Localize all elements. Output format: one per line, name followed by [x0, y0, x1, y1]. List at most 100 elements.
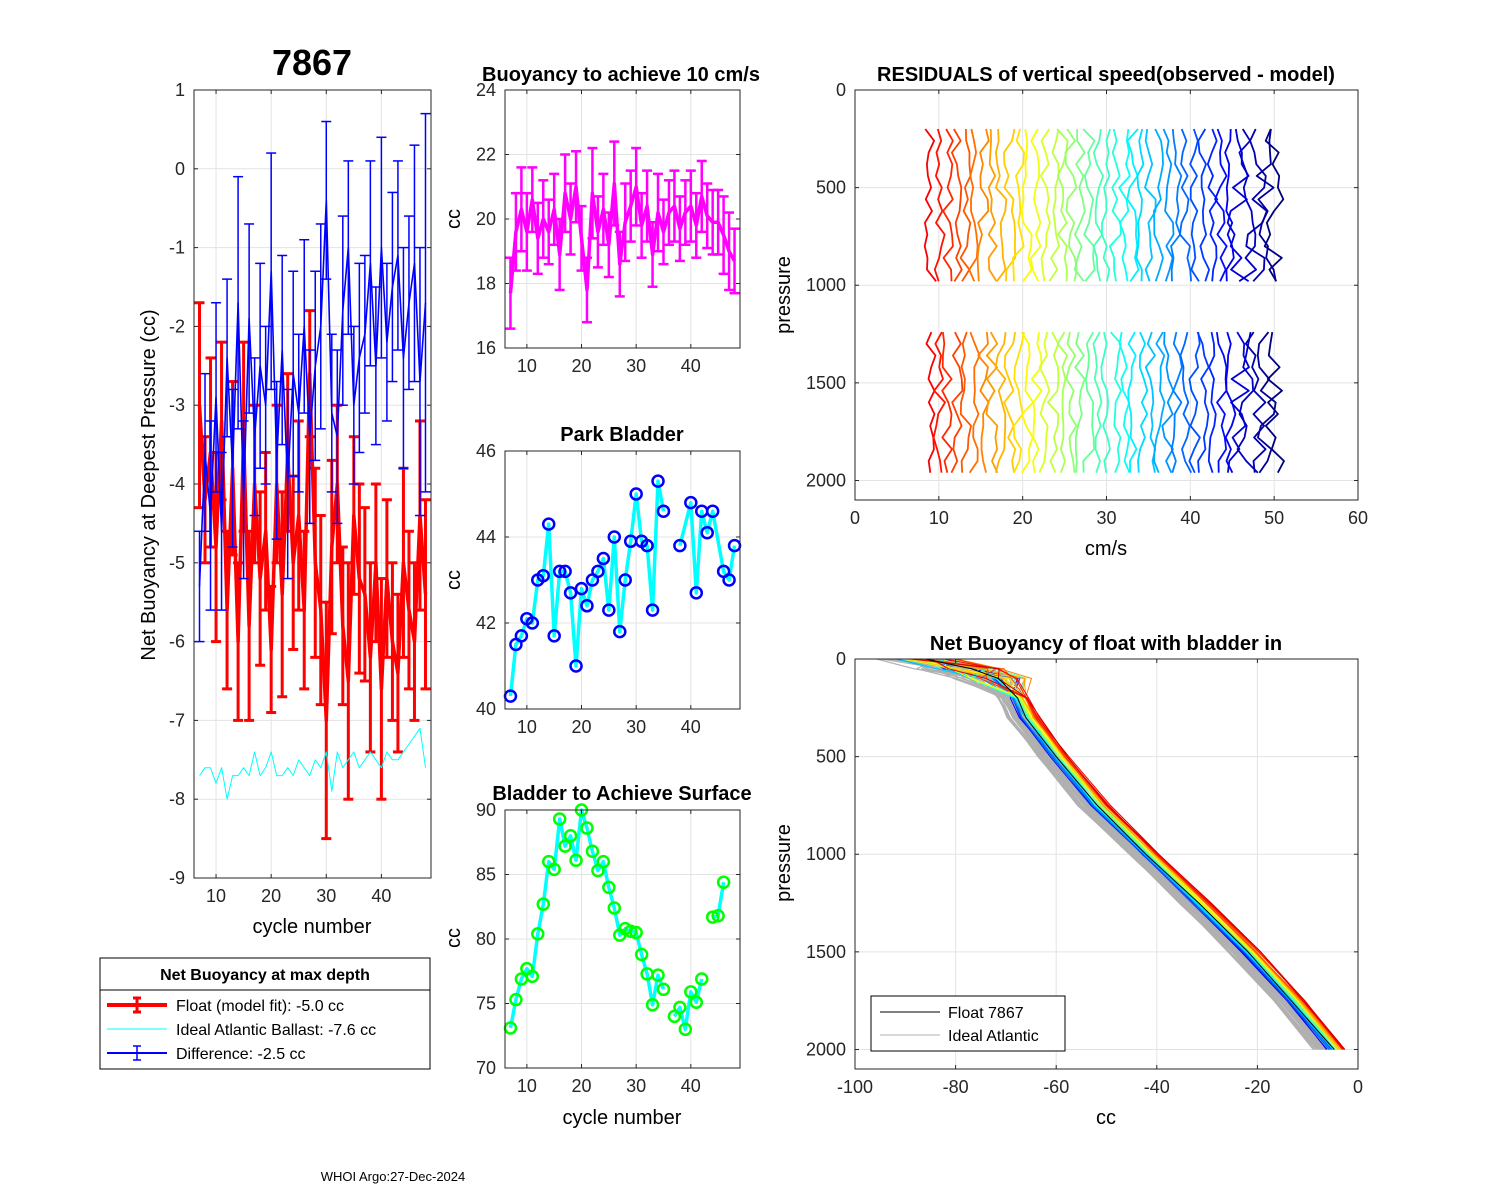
park-bladder-marker — [552, 564, 567, 579]
park-bladder-marker — [558, 564, 572, 579]
park-bladder-marker — [541, 517, 556, 531]
grid — [855, 90, 1358, 500]
residual-profile — [1020, 128, 1033, 282]
residual-profile — [951, 128, 963, 282]
bladder-surface-marker — [509, 992, 523, 1007]
x-tick-label: -40 — [1144, 1077, 1170, 1097]
y-tick-label: -5 — [169, 553, 185, 573]
residual-profile — [1206, 128, 1219, 282]
park-bladder-line — [508, 479, 737, 697]
residual-profile — [1214, 128, 1228, 282]
y-tick-label: 24 — [476, 80, 496, 100]
profile-layer — [876, 659, 1346, 1050]
y-tick-label: 85 — [476, 865, 496, 885]
float-profile — [911, 659, 1346, 1050]
bladder-surface-marker — [607, 901, 622, 915]
bladder-surface-marker — [623, 924, 638, 939]
y-tick-label: 1000 — [806, 844, 846, 864]
y-tick-label: 1000 — [806, 275, 846, 295]
y-tick-label: 2000 — [806, 470, 846, 490]
buoyancy-10cms-ylabel: cc — [443, 209, 465, 229]
x-tick-label: 20 — [571, 356, 591, 376]
residual-profile — [1056, 331, 1068, 474]
bladder-surface-marker — [536, 897, 551, 911]
bladder-surface-ylabel: cc — [443, 928, 465, 948]
residual-profile — [1135, 128, 1145, 282]
bladder-surface-marker — [569, 853, 583, 868]
park-bladder-marker — [547, 629, 561, 643]
x-tick-label: -80 — [943, 1077, 969, 1097]
residual-profile — [1030, 128, 1042, 282]
park-bladder-marker — [596, 551, 611, 566]
park-bladder-title: Park Bladder — [560, 424, 684, 446]
y-tick-label: 1500 — [806, 373, 846, 393]
bladder-surface-marker — [547, 862, 561, 877]
residual-profiles — [923, 128, 1285, 474]
y-tick-label: -8 — [169, 789, 185, 809]
bladder-surface-title: Bladder to Achieve Surface — [492, 783, 751, 805]
y-tick-label: 2000 — [806, 1039, 846, 1059]
legend-title: Net Buoyancy at max depth — [160, 967, 370, 984]
bladder-surface-marker — [684, 985, 698, 999]
park-bladder-marker — [525, 616, 540, 630]
y-tick-label: 46 — [476, 441, 496, 461]
park-bladder-marker — [618, 573, 632, 587]
float-profile — [924, 659, 1344, 1050]
net-buoyancy-profile-title: Net Buoyancy of float with bladder in — [930, 633, 1282, 655]
residual-profile — [995, 128, 1008, 282]
grid — [505, 810, 740, 1068]
residual-profile — [959, 128, 972, 282]
residual-profile — [987, 128, 998, 282]
x-tick-label: 0 — [1353, 1077, 1363, 1097]
x-tick-label: 10 — [517, 1076, 537, 1096]
bladder-surface-marker — [585, 844, 600, 859]
residual-profile — [1153, 128, 1164, 282]
residuals-title: RESIDUALS of vertical speed(observed - m… — [877, 64, 1335, 86]
legend-float-label: Float (model fit): -5.0 cc — [176, 998, 344, 1015]
legend-float-7867: Float 7867 — [948, 1005, 1024, 1022]
park-bladder-marker — [607, 530, 622, 544]
axes-frame — [854, 658, 1359, 1070]
y-tick-label: 16 — [476, 338, 496, 358]
bladder-surface-marker — [689, 995, 704, 1009]
residual-profile — [1118, 128, 1131, 282]
residual-profile — [942, 128, 954, 282]
residual-profile — [1065, 331, 1078, 473]
net-buoyancy-legend: Net Buoyancy at max depth Float (model f… — [99, 957, 431, 1070]
bladder-surface-marker — [716, 875, 731, 889]
series-layer — [194, 112, 431, 841]
residual-profile — [1144, 128, 1157, 282]
residual-profile — [1126, 128, 1140, 282]
bladder-surface-marker — [634, 947, 649, 962]
residual-profile — [925, 331, 937, 473]
y-tick-label: 22 — [476, 145, 496, 165]
net-buoyancy-profile-xlabel: cc — [1096, 1107, 1116, 1129]
y-tick-label: -2 — [169, 316, 185, 336]
bladder-surface-marker — [645, 998, 660, 1012]
legend-ideal-label: Ideal Atlantic Ballast: -7.6 cc — [176, 1022, 376, 1039]
park-bladder-marker — [536, 568, 551, 583]
park-bladder-marker — [613, 624, 627, 639]
residual-profile — [1074, 331, 1086, 473]
y-tick-label: 500 — [816, 747, 846, 767]
series-ideal-atlantic-ballast — [199, 727, 426, 800]
residual-profile — [1110, 331, 1122, 474]
residual-profile — [959, 331, 972, 473]
residual-profile — [1012, 331, 1025, 474]
residual-profile — [1255, 128, 1277, 282]
axes-frame — [504, 450, 741, 710]
bladder-surface-marker — [525, 969, 540, 984]
y-tick-label: 40 — [476, 699, 496, 719]
park-bladder-marker — [563, 586, 578, 600]
bladder-surface-marker — [596, 854, 611, 869]
x-tick-label: 40 — [371, 886, 391, 906]
series-line — [199, 727, 426, 800]
park-bladder-marker — [705, 504, 720, 518]
x-tick-label: 30 — [626, 1076, 646, 1096]
y-tick-label: 0 — [836, 80, 846, 100]
y-tick-label: 0 — [836, 649, 846, 669]
bladder-surface-marker — [531, 927, 545, 941]
x-tick-label: 50 — [1264, 508, 1284, 528]
residual-profile — [1038, 331, 1051, 474]
